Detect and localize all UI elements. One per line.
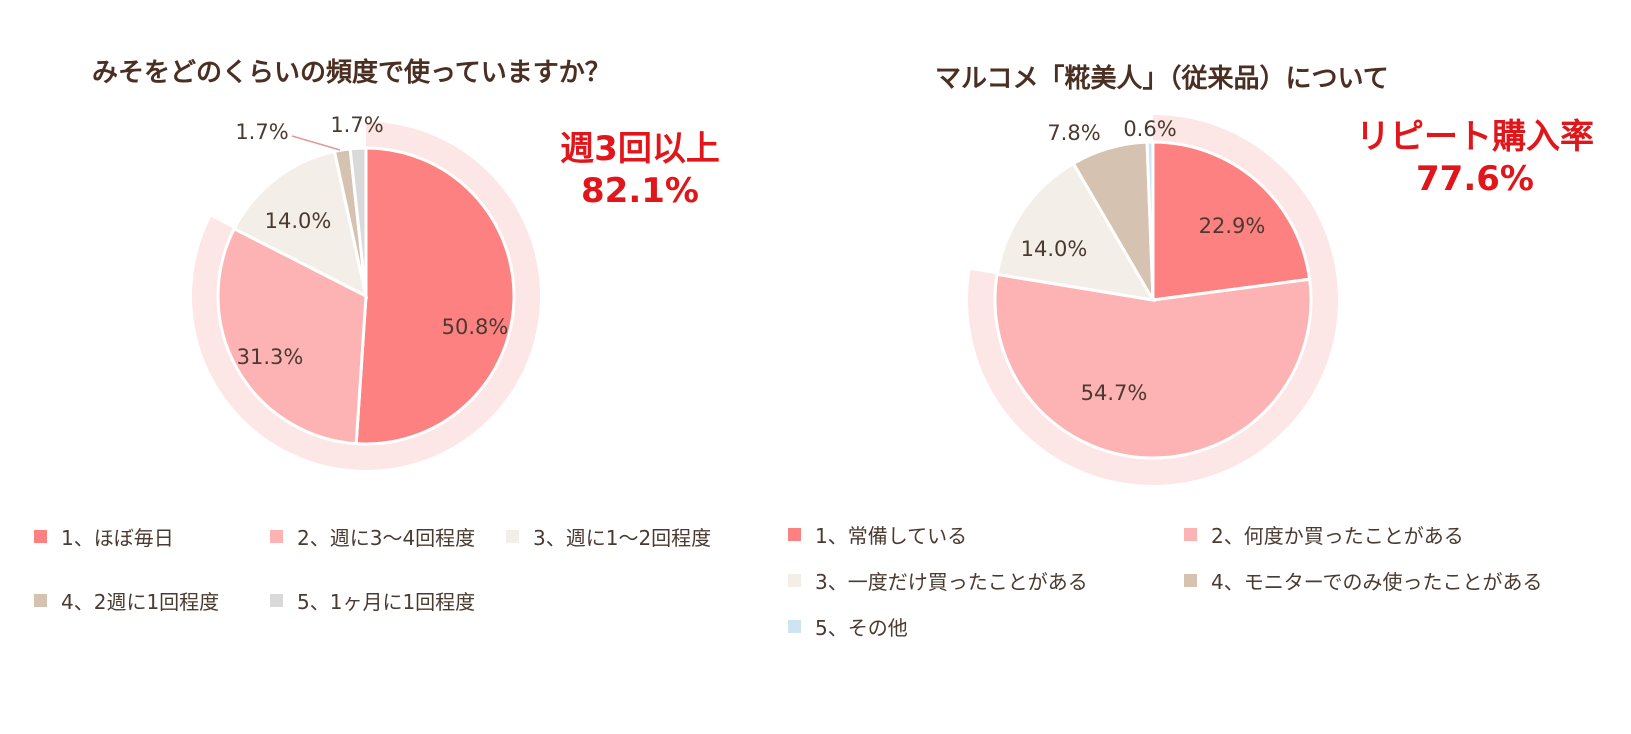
legend-label: 2、何度か買ったことがある [1211,524,1464,548]
label-leader-line [291,135,341,151]
legend-label: 1、常備している [815,524,968,548]
legend-swatch [788,528,801,541]
legend-label: 3、週に1～2回程度 [533,526,712,550]
callout-label: リピート購入率 [1356,117,1594,157]
slice-label-3: 14.0% [265,209,332,233]
legend-item-5: 5、その他 [788,612,908,641]
legend-label: 5、1ヶ月に1回程度 [297,590,476,614]
legend-swatch [270,594,283,607]
legend-label: 1、ほぼ毎日 [61,526,174,550]
callout-value: 82.1% [581,171,699,211]
legend-item-1: 1、ほぼ毎日 [34,522,174,551]
legend-item-3: 3、週に1～2回程度 [506,522,711,551]
legend-swatch [506,530,519,543]
legend-label: 5、その他 [815,616,908,640]
slice-label-4: 7.8% [1047,121,1100,145]
pie-chart-0: 50.8% 31.3% 14.0% 1.7% 1.7% [192,113,540,471]
callout-weekly-3plus: 週3回以上 82.1% [540,128,740,212]
legend-item-2: 2、週に3～4回程度 [270,522,475,551]
pie-slice-1 [354,146,516,446]
slice-label-2: 31.3% [237,345,304,369]
slice-label-5: 1.7% [330,113,383,137]
legend-swatch [1184,574,1197,587]
slice-label-3: 14.0% [1021,237,1088,261]
legend-item-4: 4、モニターでのみ使ったことがある [1184,566,1543,595]
legend-swatch [788,574,801,587]
legend-swatch [788,620,801,633]
slice-label-5: 0.6% [1123,117,1176,141]
legend-label: 2、週に3～4回程度 [297,526,476,550]
legend-swatch [1184,528,1197,541]
callout-repeat-rate: リピート購入率 77.6% [1335,116,1615,200]
pie-chart-1: 22.9% 54.7% 14.0% 7.8% 0.6% [968,115,1338,486]
legend-label: 4、2週に1回程度 [61,590,220,614]
pie-slice-3 [232,149,369,299]
pie-slice-2 [993,272,1313,460]
callout-value: 77.6% [1416,159,1534,199]
legend-item-5: 5、1ヶ月に1回程度 [270,586,475,615]
chart-title-frequency: みそをどのくらいの頻度で使っていますか？ [92,58,611,88]
pie-slice-2 [216,226,368,446]
pie-slice-5 [348,146,368,297]
legend-swatch [34,594,47,607]
legend-label: 3、一度だけ買ったことがある [815,570,1088,594]
callout-label: 週3回以上 [560,129,720,169]
legend-item-4: 4、2週に1回程度 [34,586,219,615]
legend-swatch [270,530,283,543]
legend-item-1: 1、常備している [788,520,967,549]
pie-slice-5 [1145,140,1155,301]
slice-label-1: 22.9% [1199,214,1266,238]
slice-label-1: 50.8% [442,315,509,339]
legend-item-2: 2、何度か買ったことがある [1184,520,1464,549]
chart-title-repeat: マルコメ「糀美人」（従来品）について [935,64,1389,94]
pie-slice-1 [1151,140,1312,302]
slice-label-4: 1.7% [235,120,288,144]
legend-label: 4、モニターでのみ使ったことがある [1211,570,1543,594]
legend-swatch [34,530,47,543]
legend-item-3: 3、一度だけ買ったことがある [788,566,1088,595]
pie-slice-3 [995,161,1156,302]
slice-label-2: 54.7% [1081,381,1148,405]
